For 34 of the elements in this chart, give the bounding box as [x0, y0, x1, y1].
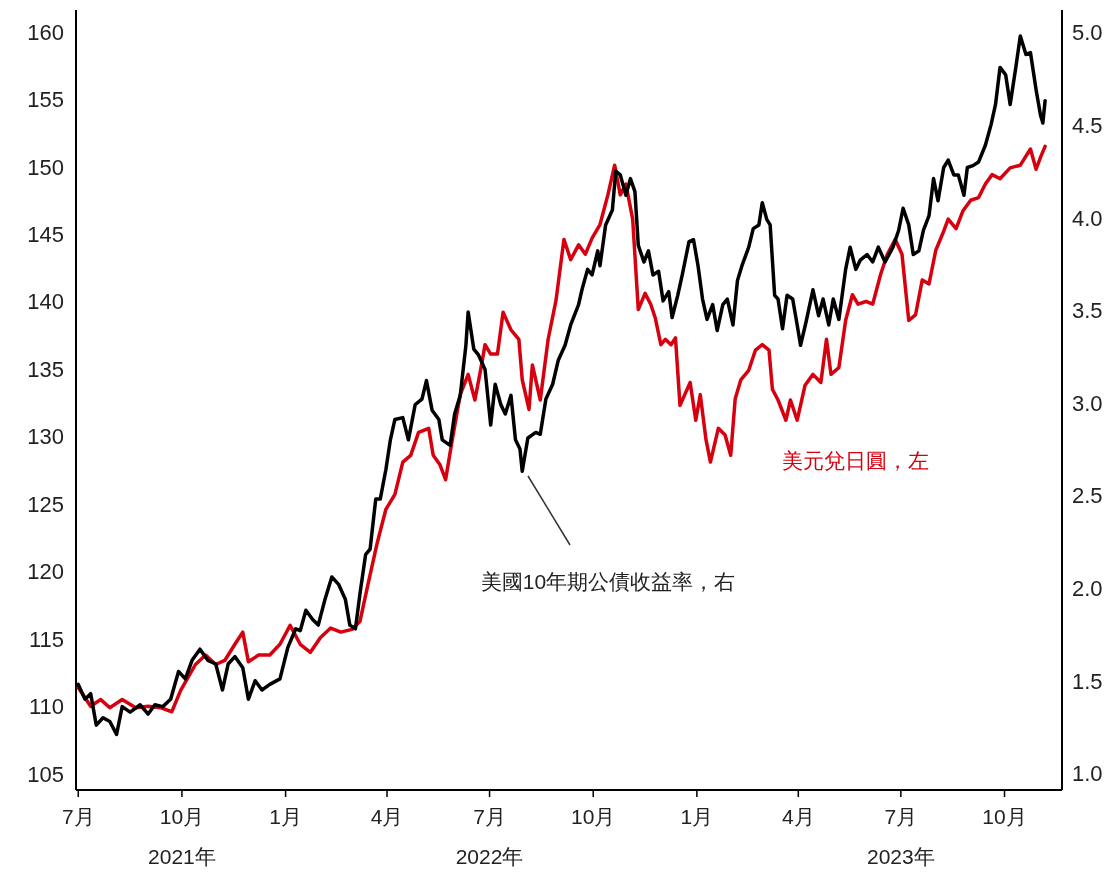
y2-tick-label: 3.5: [1072, 298, 1103, 324]
x-tick-label: 7月 2022年: [455, 805, 524, 868]
y-tick-label: 140: [27, 289, 64, 315]
x-tick-label: 1月: [680, 805, 714, 828]
y2-tick-label: 4.5: [1072, 112, 1103, 138]
line-series: [76, 144, 1047, 714]
x-tick-label: 10月: [571, 805, 616, 828]
y-tick-label: 110: [28, 694, 64, 720]
y-tick-label: 155: [27, 87, 64, 113]
series-label: 美元兌日圓，左: [781, 449, 929, 472]
y2-tick-label: 5.0: [1072, 20, 1103, 46]
y-tick-label: 130: [27, 424, 64, 450]
text: 美國10年期公債收益率，右: [480, 570, 736, 593]
y2-tick-label: 2.5: [1072, 483, 1103, 509]
y-tick-label: 120: [27, 559, 64, 585]
x-tick-label: 4月: [781, 805, 815, 828]
x-tick-label: 7月: [61, 805, 95, 828]
y-tick-label: 145: [27, 222, 64, 248]
y-tick-label: 125: [27, 491, 64, 517]
y-tick-label: 105: [27, 761, 64, 787]
x-tick-label: 1月: [269, 805, 302, 828]
y-tick-label: 160: [27, 19, 64, 45]
y-tick-label: 115: [28, 626, 64, 652]
y2-tick-label: 4.0: [1072, 205, 1103, 231]
y2-tick-label: 2.0: [1072, 576, 1103, 602]
x-tick-label: 10月: [982, 805, 1027, 828]
y-tick-label: 150: [27, 154, 64, 180]
y-tick-label: 135: [27, 356, 64, 382]
x-tick-label: 10月 2021年: [148, 805, 216, 868]
y2-tick-label: 3.0: [1072, 390, 1103, 416]
y2-tick-label: 1.5: [1072, 668, 1103, 694]
y2-tick-label: 1.0: [1072, 761, 1103, 787]
x-tick-label: 4月: [370, 805, 404, 828]
x-tick-label: 7月 2023年: [867, 805, 935, 868]
